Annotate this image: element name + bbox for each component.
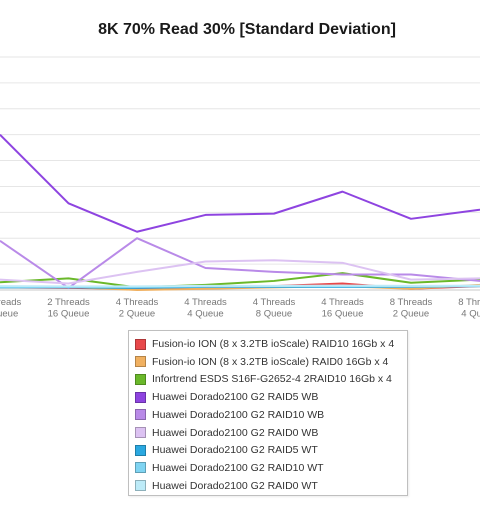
x-tick-label: 2 Threads xyxy=(0,297,22,308)
series-line-4 xyxy=(0,133,480,233)
legend-label: Huawei Dorado2100 G2 RAID10 WT xyxy=(152,461,324,474)
series-line-9 xyxy=(0,284,480,288)
x-tick-label: 4 Threads xyxy=(253,297,296,308)
chart-legend: Fusion-io ION (8 x 3.2TB ioScale) RAID10… xyxy=(128,330,408,496)
legend-label: Huawei Dorado2100 G2 RAID5 WT xyxy=(152,444,318,457)
x-tick-label: 2 Queue xyxy=(119,309,155,320)
series-lines xyxy=(0,133,480,291)
legend-label: Huawei Dorado2100 G2 RAID0 WT xyxy=(152,479,318,492)
x-tick-label: 8 Threads xyxy=(458,297,480,308)
legend-item[interactable]: Huawei Dorado2100 G2 RAID0 WT xyxy=(135,477,318,495)
legend-swatch xyxy=(135,480,146,492)
x-tick-label: 4 Queue xyxy=(187,309,223,320)
legend-item[interactable]: Huawei Dorado2100 G2 RAID10 WB xyxy=(135,406,324,424)
x-tick-label: 4 Threads xyxy=(184,297,227,308)
legend-swatch xyxy=(135,338,146,350)
legend-item[interactable]: Huawei Dorado2100 G2 RAID5 WT xyxy=(135,441,318,459)
x-tick-label: 4 Queue xyxy=(461,309,480,320)
x-tick-label: 4 Threads xyxy=(116,297,159,308)
x-tick-label: 4 Threads xyxy=(321,297,364,308)
legend-swatch xyxy=(135,356,146,368)
series-line-5 xyxy=(0,237,480,289)
grid-lines xyxy=(0,56,480,291)
legend-swatch xyxy=(135,391,146,403)
legend-item[interactable]: Fusion-io ION (8 x 3.2TB ioScale) RAID10… xyxy=(135,335,394,353)
legend-item[interactable]: Fusion-io ION (8 x 3.2TB ioScale) RAID0 … xyxy=(135,353,388,371)
legend-label: Huawei Dorado2100 G2 RAID10 WB xyxy=(152,408,325,421)
legend-label: Fusion-io ION (8 x 3.2TB ioScale) RAID10… xyxy=(152,338,395,350)
x-tick-label: 2 Queue xyxy=(393,309,429,320)
x-tick-label: 8 Queue xyxy=(0,309,18,320)
legend-label: Huawei Dorado2100 G2 RAID5 WB xyxy=(152,391,319,404)
legend-swatch xyxy=(135,409,146,421)
legend-swatch xyxy=(135,427,146,438)
x-tick-label: 8 Queue xyxy=(256,309,292,320)
legend-label: Infortrend ESDS S16F-G2652-4 2RAID10 16G… xyxy=(152,373,392,386)
x-tick-label: 16 Queue xyxy=(322,309,364,320)
legend-swatch xyxy=(135,373,146,385)
legend-item[interactable]: Huawei Dorado2100 G2 RAID10 WT xyxy=(135,459,324,477)
x-tick-label: 8 Threads xyxy=(390,297,433,308)
x-tick-label: 2 Threads xyxy=(47,297,90,308)
series-line-3 xyxy=(0,272,480,289)
legend-item[interactable]: Infortrend ESDS S16F-G2652-4 2RAID10 16G… xyxy=(135,370,392,388)
legend-label: Fusion-io ION (8 x 3.2TB ioScale) RAID0 … xyxy=(152,355,389,368)
legend-label: Huawei Dorado2100 G2 RAID0 WB xyxy=(152,426,319,439)
legend-swatch xyxy=(135,444,146,456)
series-line-6 xyxy=(0,259,480,285)
chart-title: 8K 70% Read 30% [Standard Deviation] xyxy=(98,21,396,38)
legend-item[interactable]: Huawei Dorado2100 G2 RAID0 WB xyxy=(135,424,318,442)
legend-swatch xyxy=(135,462,146,474)
legend-item[interactable]: Huawei Dorado2100 G2 RAID5 WB xyxy=(135,388,318,406)
x-tick-label: 16 Queue xyxy=(48,309,90,320)
